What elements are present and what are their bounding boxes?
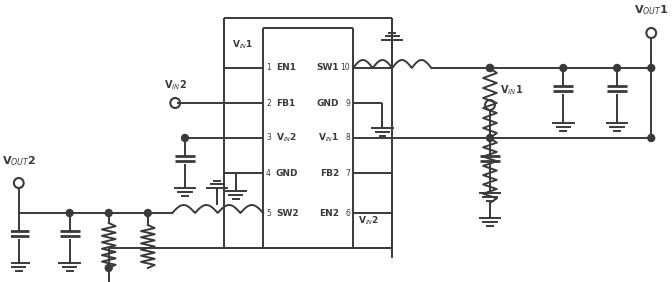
Text: V$_{IN}$1: V$_{IN}$1 xyxy=(232,39,253,51)
Text: EN2: EN2 xyxy=(319,208,339,217)
Text: V$_{IN}$1: V$_{IN}$1 xyxy=(500,83,523,97)
Text: V$_{IN}$1: V$_{IN}$1 xyxy=(318,132,339,144)
Text: SW1: SW1 xyxy=(317,63,339,72)
Circle shape xyxy=(106,210,112,217)
Circle shape xyxy=(614,65,620,72)
Circle shape xyxy=(487,65,493,72)
Text: V$_{OUT}$2: V$_{OUT}$2 xyxy=(1,154,36,168)
Text: GND: GND xyxy=(317,98,339,107)
Text: V$_{IN}$2: V$_{IN}$2 xyxy=(358,215,380,227)
Text: V$_{IN}$2: V$_{IN}$2 xyxy=(164,78,187,92)
Circle shape xyxy=(67,210,73,217)
Text: 5: 5 xyxy=(266,208,271,217)
Text: 8: 8 xyxy=(345,133,350,142)
Circle shape xyxy=(144,210,151,217)
Text: 9: 9 xyxy=(345,98,350,107)
Text: 10: 10 xyxy=(341,63,350,72)
Text: 3: 3 xyxy=(266,133,271,142)
Text: 2: 2 xyxy=(266,98,271,107)
Text: FB2: FB2 xyxy=(320,169,339,177)
Text: 4: 4 xyxy=(266,169,271,177)
Circle shape xyxy=(181,135,188,142)
Text: FB1: FB1 xyxy=(276,98,295,107)
Text: 1: 1 xyxy=(266,63,271,72)
Circle shape xyxy=(487,65,493,72)
Text: EN1: EN1 xyxy=(276,63,296,72)
Circle shape xyxy=(648,65,655,72)
Text: V$_{OUT}$1: V$_{OUT}$1 xyxy=(634,3,669,17)
Circle shape xyxy=(487,135,493,142)
Text: GND: GND xyxy=(276,169,298,177)
Circle shape xyxy=(560,65,566,72)
Text: 7: 7 xyxy=(345,169,350,177)
Text: 6: 6 xyxy=(345,208,350,217)
Circle shape xyxy=(106,265,112,272)
Text: V$_{IN}$2: V$_{IN}$2 xyxy=(276,132,297,144)
Text: SW2: SW2 xyxy=(276,208,298,217)
Circle shape xyxy=(648,135,655,142)
